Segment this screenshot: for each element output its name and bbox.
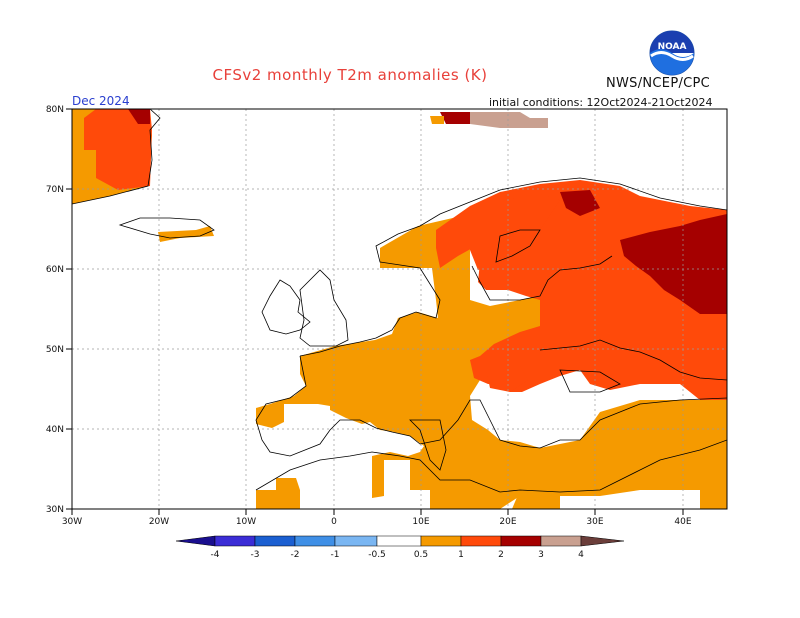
colorbar--3--2 (254, 535, 296, 547)
colorbar-label-p05: 0.5 (414, 550, 428, 560)
coastlines (72, 109, 727, 493)
anomaly-region-svalbard-darkred (440, 112, 470, 124)
colorbar--4--3 (214, 535, 256, 547)
colorbar-above-4 (580, 535, 625, 547)
lon-label-40E: 40E (674, 517, 691, 527)
colorbar-label-m1: -1 (331, 550, 340, 560)
colorbar-0.5-1 (420, 535, 462, 547)
organization-label: NWS/NCEP/CPC (606, 76, 711, 91)
anomaly-region-egypt-orange (512, 490, 560, 509)
lat-label-80N: 80N (46, 105, 64, 115)
lon-label-20W: 20W (149, 517, 169, 527)
colorbar-label-p2: 2 (498, 550, 504, 560)
lon-label-30E: 30E (586, 517, 603, 527)
colorbar-neutral (376, 535, 422, 547)
lat-label-40N: 40N (46, 425, 64, 435)
colorbar-label-p4: 4 (578, 550, 584, 560)
map-frame (71, 108, 728, 510)
anomaly-region-greenland-red (84, 109, 152, 190)
anomaly-region-svalbard-orange (430, 116, 444, 124)
chart-title: CFSv2 monthly T2m anomalies (K) (212, 66, 488, 84)
anomaly-region-balkans-red (486, 366, 528, 392)
colorbar-label-m4: -4 (211, 550, 220, 560)
colorbar-label-m3: -3 (251, 550, 260, 560)
anomaly-region-svalbard-tan (470, 112, 548, 128)
colorbar--1--0.5 (334, 535, 378, 547)
lon-axis (71, 509, 684, 515)
colorbar-2-3 (500, 535, 542, 547)
anomaly-region-russia-darkred (620, 214, 727, 314)
month-label: Dec 2024 (72, 94, 130, 108)
noaa-logo: NOAA (649, 30, 695, 76)
init-conditions-label: initial conditions: 12Oct2024-21Oct2024 (489, 96, 713, 109)
lon-label-10E: 10E (412, 517, 429, 527)
colorbar-1-2 (460, 535, 502, 547)
lat-label-30N: 30N (46, 505, 64, 515)
lon-label-20E: 20E (499, 517, 516, 527)
colorbar-label-m05: -0.5 (368, 550, 386, 560)
lat-label-50N: 50N (46, 345, 64, 355)
graticule (72, 109, 727, 509)
anomaly-region-caucasus-red (680, 384, 727, 400)
colorbar-label-p1: 1 (458, 550, 464, 560)
lat-label-60N: 60N (46, 265, 64, 275)
anomaly-region-north-africa-orange (256, 478, 300, 509)
lat-label-70N: 70N (46, 185, 64, 195)
lon-label-10W: 10W (236, 517, 256, 527)
colorbar--2--1 (294, 535, 336, 547)
colorbar-below-4 (175, 535, 216, 547)
lon-label-0: 0 (331, 517, 337, 527)
colorbar-label-p3: 3 (538, 550, 544, 560)
lat-axis (66, 108, 72, 510)
anomaly-region-greenland-darkred (128, 109, 150, 124)
anomaly-fields (72, 109, 727, 509)
lon-label-30W: 30W (62, 517, 82, 527)
anomaly-region-kola-darkred (560, 190, 600, 216)
noaa-logo-text: NOAA (658, 42, 687, 52)
anomaly-region-sweden-red (470, 194, 560, 270)
colorbar-label-m2: -2 (291, 550, 300, 560)
colorbar-3-4 (540, 535, 582, 547)
colorbar (175, 535, 625, 547)
